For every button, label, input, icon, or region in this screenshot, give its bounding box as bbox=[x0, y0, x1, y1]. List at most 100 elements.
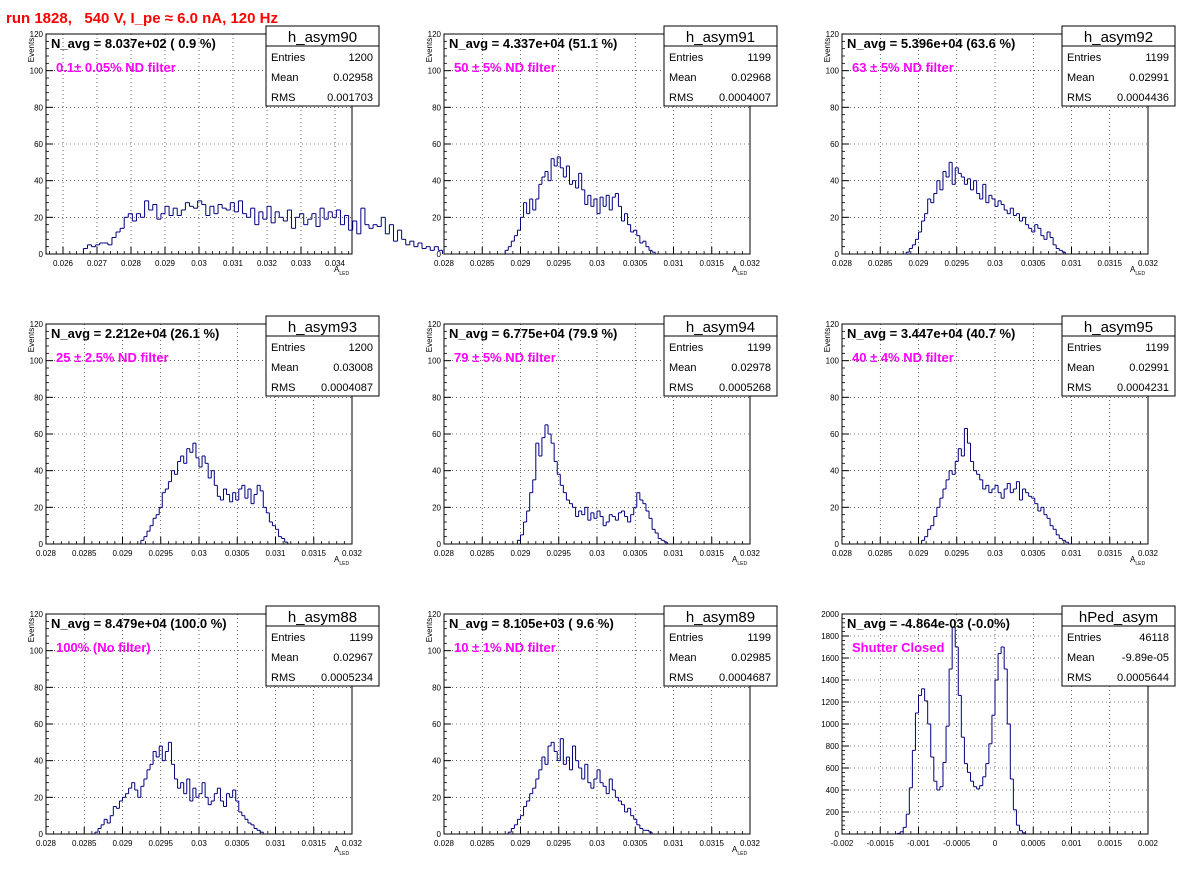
x-axis-label-subscript: LED bbox=[1135, 561, 1145, 567]
stats-value: 1200 bbox=[349, 342, 373, 354]
x-tick-label: 0.031 bbox=[265, 839, 286, 848]
x-tick-label: 0.031 bbox=[663, 259, 684, 268]
n-avg-header: N_avg = 5.396e+04 (63.6 %) bbox=[847, 36, 1015, 51]
y-tick-label: 100 bbox=[428, 357, 442, 366]
n-avg-header: N_avg = 2.212e+04 (26.1 %) bbox=[51, 326, 219, 341]
stats-label: RMS bbox=[1067, 92, 1091, 104]
x-tick-label: 0.033 bbox=[291, 259, 312, 268]
x-tick-label: 0.032 bbox=[740, 549, 761, 558]
histogram-name: h_asym90 bbox=[288, 29, 357, 46]
x-tick-label: 0.03 bbox=[589, 549, 605, 558]
y-tick-label: 1000 bbox=[821, 720, 839, 729]
stats-label: Mean bbox=[669, 72, 697, 84]
y-tick-label: 120 bbox=[826, 30, 840, 39]
y-tick-label: 0 bbox=[835, 830, 840, 839]
y-tick-label: 2000 bbox=[821, 610, 839, 619]
y-tick-label: 1400 bbox=[821, 676, 839, 685]
x-tick-label: 0.029 bbox=[510, 549, 531, 558]
histogram-panel-h-asym93: 0.028 0.0285 0.029 0.0295 0.03 0.0305 0.031 0.0… bbox=[27, 315, 380, 567]
histogram-series bbox=[516, 424, 668, 544]
n-avg-header: N_avg = 8.037e+02 ( 0.9 %) bbox=[51, 36, 216, 51]
y-tick-label: 80 bbox=[34, 103, 43, 112]
y-tick-label: 20 bbox=[34, 793, 43, 802]
x-tick-label: 0.028 bbox=[434, 259, 455, 268]
histogram-series bbox=[140, 442, 289, 544]
y-axis-label: Events bbox=[823, 38, 832, 62]
stats-label: Mean bbox=[271, 72, 299, 84]
y-tick-label: 0 bbox=[835, 250, 840, 259]
y-tick-label: 60 bbox=[830, 430, 839, 439]
y-tick-label: 0 bbox=[39, 540, 44, 549]
stats-label: Mean bbox=[271, 362, 299, 374]
x-tick-label: 0.031 bbox=[663, 549, 684, 558]
y-tick-label: 1800 bbox=[821, 632, 839, 641]
stats-label: Mean bbox=[271, 652, 299, 664]
histogram-name: hPed_asym bbox=[1079, 609, 1158, 626]
stats-label: Entries bbox=[271, 342, 306, 354]
y-tick-label: 60 bbox=[830, 140, 839, 149]
x-tick-label: 0.032 bbox=[1138, 549, 1159, 558]
y-tick-label: 0 bbox=[437, 250, 442, 259]
y-tick-label: 40 bbox=[34, 757, 43, 766]
histogram-series bbox=[921, 428, 1069, 544]
stats-value: 0.02991 bbox=[1129, 72, 1169, 84]
x-tick-label: 0.029 bbox=[112, 549, 133, 558]
stats-value: 0.02968 bbox=[731, 72, 771, 84]
y-tick-label: 20 bbox=[34, 503, 43, 512]
plot-area: 0.028 0.0285 0.029 0.0295 0.03 0.0305 0.031 0.0… bbox=[428, 320, 761, 558]
y-tick-label: 100 bbox=[826, 357, 840, 366]
x-tick-label: 0.031 bbox=[223, 259, 244, 268]
x-tick-label: -0.001 bbox=[907, 839, 930, 848]
stats-value: 0.02967 bbox=[333, 652, 373, 664]
histogram-panel-h-asym94: 0.028 0.0285 0.029 0.0295 0.03 0.0305 0.031 0.0… bbox=[425, 315, 778, 567]
filter-note: 63 ± 5% ND filter bbox=[852, 60, 954, 75]
x-tick-label: 0.0285 bbox=[470, 549, 495, 558]
histogram-name: h_asym89 bbox=[686, 609, 755, 626]
plot-area: 0.028 0.0285 0.029 0.0295 0.03 0.0305 0.031 0.0… bbox=[826, 320, 1159, 558]
y-tick-label: 100 bbox=[428, 67, 442, 76]
x-tick-label: 0.0305 bbox=[1021, 549, 1046, 558]
stats-label: RMS bbox=[669, 672, 693, 684]
y-tick-label: 60 bbox=[432, 140, 441, 149]
stats-label: Entries bbox=[1067, 52, 1102, 64]
x-tick-label: 0.0315 bbox=[1098, 259, 1123, 268]
x-tick-label: 0.028 bbox=[434, 839, 455, 848]
x-tick-label: 0.0305 bbox=[623, 259, 648, 268]
x-tick-label: 0.031 bbox=[663, 839, 684, 848]
x-tick-label: 0.0315 bbox=[700, 839, 725, 848]
x-axis-label-subscript: LED bbox=[1135, 271, 1145, 277]
n-avg-header: N_avg = -4.864e-03 (-0.0%) bbox=[847, 616, 1010, 631]
histogram-name: h_asym92 bbox=[1084, 29, 1153, 46]
histogram-panel-h-asym92: 0.028 0.0285 0.029 0.0295 0.03 0.0305 0.031 0.0… bbox=[823, 25, 1176, 277]
stats-value: 0.0005644 bbox=[1117, 672, 1169, 684]
y-tick-label: 100 bbox=[826, 67, 840, 76]
x-tick-label: 0.026 bbox=[53, 259, 74, 268]
stats-value: 0.02985 bbox=[731, 652, 771, 664]
stats-label: Entries bbox=[271, 52, 306, 64]
y-tick-label: 40 bbox=[830, 177, 839, 186]
x-axis-label-subscript: LED bbox=[737, 851, 747, 857]
y-tick-label: 100 bbox=[428, 647, 442, 656]
n-avg-header: N_avg = 3.447e+04 (40.7 %) bbox=[847, 326, 1015, 341]
x-tick-label: 0.03 bbox=[987, 549, 1003, 558]
y-tick-label: 80 bbox=[432, 103, 441, 112]
x-tick-label: 0.0285 bbox=[470, 839, 495, 848]
y-tick-label: 600 bbox=[826, 764, 840, 773]
stats-box: h_asym90 Entries 1200 Mean 0.02958 RMS 0.00170… bbox=[265, 25, 380, 107]
x-tick-label: 0.0305 bbox=[623, 839, 648, 848]
stats-box: h_asym95 Entries 1199 Mean 0.02991 RMS 0.00042… bbox=[1061, 315, 1176, 397]
x-tick-label: 0.0305 bbox=[623, 549, 648, 558]
x-tick-label: 0.0295 bbox=[945, 549, 970, 558]
stats-label: RMS bbox=[271, 672, 295, 684]
stats-label: Entries bbox=[669, 342, 704, 354]
histogram-panel-hped-asym: -0.002 -0.0015 -0.001 -0.0005 0 0.0005 0.001 0.… bbox=[821, 605, 1176, 848]
y-tick-label: 40 bbox=[432, 177, 441, 186]
n-avg-header: N_avg = 4.337e+04 (51.1 %) bbox=[449, 36, 617, 51]
stats-label: RMS bbox=[669, 382, 693, 394]
run-title: run 1828, 540 V, I_pe ≈ 6.0 nA, 120 Hz bbox=[6, 10, 278, 27]
y-tick-label: 20 bbox=[432, 213, 441, 222]
y-tick-label: 120 bbox=[428, 610, 442, 619]
y-tick-label: 1600 bbox=[821, 654, 839, 663]
x-tick-label: 0.032 bbox=[342, 839, 363, 848]
stats-value: -9.89e-05 bbox=[1122, 652, 1169, 664]
